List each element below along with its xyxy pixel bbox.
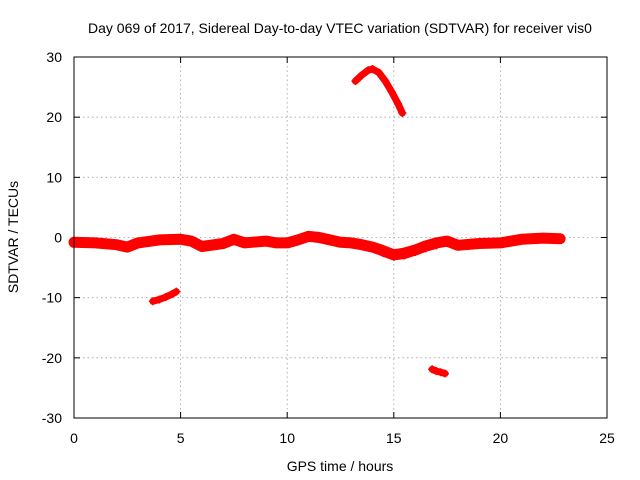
series-lower-trace xyxy=(368,241,441,261)
data-point xyxy=(112,240,121,249)
data-point xyxy=(240,238,249,247)
data-point xyxy=(351,77,360,86)
data-point xyxy=(315,233,324,242)
data-point xyxy=(475,239,484,248)
data-point xyxy=(436,368,445,377)
data-point xyxy=(347,238,356,247)
x-axis-label: GPS time / hours xyxy=(287,458,394,474)
data-point xyxy=(187,237,196,246)
data-point xyxy=(539,234,548,243)
data-point xyxy=(293,235,302,244)
data-point xyxy=(283,238,292,247)
data-point xyxy=(368,65,377,74)
data-point xyxy=(428,365,437,374)
data-points xyxy=(68,65,566,378)
data-point xyxy=(261,237,270,246)
data-point xyxy=(379,249,388,258)
data-point xyxy=(357,240,366,249)
chart-title: Day 069 of 2017, Sidereal Day-to-day VTE… xyxy=(88,20,592,36)
x-tick-label: 15 xyxy=(386,430,402,446)
data-point xyxy=(374,68,383,77)
data-point xyxy=(400,251,409,260)
series-arc-high xyxy=(351,65,407,117)
y-tick-label: -10 xyxy=(42,290,62,306)
data-point xyxy=(91,238,100,247)
data-point xyxy=(161,293,170,302)
data-point xyxy=(411,247,420,256)
data-point xyxy=(219,239,228,248)
y-tick-label: -20 xyxy=(42,350,62,366)
data-point xyxy=(364,66,373,75)
data-point xyxy=(443,237,452,246)
data-point xyxy=(168,290,177,299)
x-tick-label: 5 xyxy=(177,430,185,446)
x-tick-label: 10 xyxy=(279,430,295,446)
data-point xyxy=(432,241,441,250)
data-point xyxy=(440,369,449,378)
x-tick-label: 25 xyxy=(599,430,615,446)
y-tick-label: -30 xyxy=(42,410,62,426)
data-point xyxy=(381,77,390,86)
y-axis-label: SDTVAR / TECUs xyxy=(5,181,21,293)
data-point xyxy=(155,235,164,244)
tick-labels: 0 5 10 15 20 25 30 20 10 0 -10 -20 -30 xyxy=(42,49,615,446)
data-point xyxy=(556,234,565,243)
y-tick-label: 0 xyxy=(54,230,62,246)
data-point xyxy=(229,235,238,244)
plot-frame xyxy=(73,56,608,419)
x-tick-label: 20 xyxy=(493,430,509,446)
data-point xyxy=(387,87,396,96)
y-tick-label: 10 xyxy=(46,169,62,185)
data-point xyxy=(176,235,185,244)
data-point xyxy=(421,244,430,253)
data-point xyxy=(304,232,313,241)
series-trace xyxy=(68,230,566,261)
data-point xyxy=(517,235,526,244)
data-point xyxy=(172,287,181,296)
data-point xyxy=(398,108,407,117)
series-arc-low-right xyxy=(428,365,449,378)
data-point xyxy=(357,71,366,80)
data-point xyxy=(336,238,345,247)
data-point xyxy=(155,295,164,304)
series-main-band xyxy=(68,230,566,261)
y-tick-label: 20 xyxy=(46,109,62,125)
data-point xyxy=(272,238,281,247)
data-point xyxy=(148,297,157,306)
data-point xyxy=(496,238,505,247)
data-point xyxy=(123,243,132,252)
data-point xyxy=(432,367,441,376)
data-point xyxy=(453,241,462,250)
x-tick-label: 0 xyxy=(70,430,78,446)
data-point xyxy=(394,99,403,108)
data-point xyxy=(325,235,334,244)
series-arc-low-left xyxy=(148,287,181,306)
data-point xyxy=(197,242,206,251)
data-point xyxy=(389,252,398,261)
data-point xyxy=(133,238,142,247)
y-tick-label: 30 xyxy=(46,49,62,65)
data-point xyxy=(368,244,377,253)
